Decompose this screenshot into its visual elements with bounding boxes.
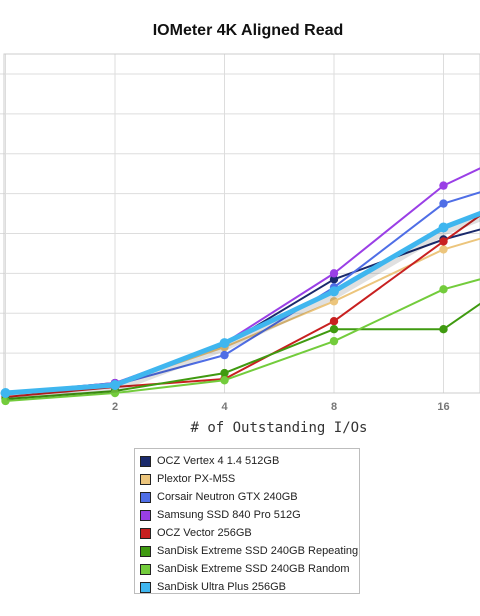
legend-swatch: [140, 581, 151, 593]
legend-swatch: [140, 545, 151, 557]
x-tick-labels: 2 4 8 16: [112, 401, 450, 413]
legend-swatch: [140, 473, 151, 485]
data-point: [219, 338, 230, 349]
legend-label: Plextor PX-M5S: [157, 473, 236, 485]
data-point: [1, 396, 10, 406]
x-tick-label: 16: [437, 401, 449, 413]
legend-label: SanDisk Extreme SSD 240GB Random: [157, 563, 350, 575]
legend-label: SanDisk Ultra Plus 256GB: [157, 581, 286, 593]
legend: OCZ Vertex 4 1.4 512GB Plextor PX-M5S Cors…: [134, 448, 360, 594]
x-tick-label: 8: [331, 401, 337, 413]
legend-swatch: [140, 509, 151, 521]
legend-label: OCZ Vector 256GB: [157, 527, 252, 539]
series-2: [1, 191, 480, 398]
legend-swatch: [140, 455, 151, 467]
legend-item: SanDisk Ultra Plus 256GB: [140, 578, 359, 596]
data-point: [329, 297, 339, 306]
series-6: [1, 278, 480, 406]
data-point: [0, 388, 11, 398]
series-5: [1, 302, 480, 404]
legend-swatch: [140, 491, 151, 503]
data-point: [438, 222, 449, 233]
legend-label: Samsung SSD 840 Pro 512G: [157, 509, 301, 521]
data-point: [329, 269, 339, 278]
x-axis-label: # of Outstanding I/Os: [190, 420, 367, 436]
data-point: [110, 380, 120, 391]
series-line: [5, 210, 480, 396]
plot-frame: [3, 53, 480, 394]
series-line: [5, 302, 480, 400]
series-line: [5, 278, 480, 402]
data-point: [220, 376, 229, 385]
x-tick-label: 4: [221, 401, 228, 413]
series-0: [1, 228, 480, 398]
series-line-shadow: [6, 212, 480, 401]
series-7: [0, 210, 480, 401]
data-point: [439, 285, 448, 294]
data-point: [439, 199, 448, 208]
data-point: [439, 245, 448, 254]
legend-item: OCZ Vector 256GB: [140, 524, 359, 542]
x-tick-label: 2: [112, 401, 118, 413]
data-point: [110, 388, 120, 398]
data-point: [439, 237, 448, 246]
series-line: [5, 214, 480, 398]
data-point: [329, 286, 339, 297]
data-point: [220, 350, 229, 360]
data-point: [329, 336, 339, 346]
legend-item: Samsung SSD 840 Pro 512G: [140, 506, 359, 524]
legend-item: SanDisk Extreme SSD 240GB Random: [140, 560, 359, 578]
legend-label: SanDisk Extreme SSD 240GB Repeating: [157, 545, 359, 557]
series-layer: [0, 167, 480, 406]
legend-item: OCZ Vertex 4 1.4 512GB: [140, 452, 359, 470]
legend-item: Corsair Neutron GTX 240GB: [140, 488, 359, 506]
data-point: [329, 275, 339, 284]
chart: IOMeter 4K Aligned Read 2 4 8 16 # of Outst…: [0, 22, 480, 436]
data-point: [439, 324, 448, 334]
legend-label: OCZ Vertex 4 1.4 512GB: [157, 455, 280, 467]
data-point: [220, 368, 229, 378]
legend-swatch: [140, 563, 151, 575]
chart-title: IOMeter 4K Aligned Read: [153, 22, 344, 39]
legend-swatch: [140, 527, 151, 539]
series-line: [5, 191, 480, 394]
series-line: [5, 167, 480, 394]
legend-item: SanDisk Extreme SSD 240GB Repeating: [140, 542, 359, 560]
data-point: [439, 181, 448, 190]
legend-item: Plextor PX-M5S: [140, 470, 359, 488]
data-point: [329, 324, 339, 334]
legend-label: Corsair Neutron GTX 240GB: [157, 491, 298, 503]
data-point: [329, 317, 339, 326]
